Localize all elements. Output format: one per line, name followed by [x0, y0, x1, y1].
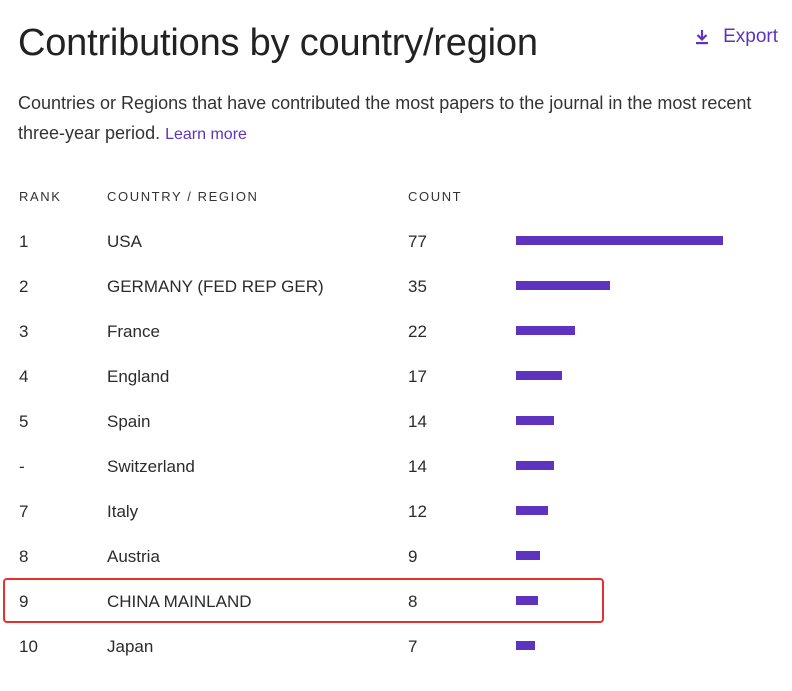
table-row: 4 England 17: [0, 354, 792, 399]
table-row: 2 GERMANY (FED REP GER) 35: [0, 264, 792, 309]
column-header-country: COUNTRY / REGION: [107, 189, 259, 204]
count-bar: [516, 596, 538, 605]
table-row: 1 USA 77: [0, 219, 792, 264]
rank-cell: 4: [19, 367, 29, 386]
table-row-highlighted: 9 CHINA MAINLAND 8: [0, 579, 792, 624]
count-cell: 35: [408, 277, 427, 296]
rank-cell: 9: [19, 592, 29, 611]
rank-cell: 8: [19, 547, 29, 566]
count-cell: 17: [408, 367, 427, 386]
country-cell: Japan: [107, 637, 154, 656]
rank-cell: 3: [19, 322, 29, 341]
table-row: 10 Japan 7: [0, 624, 792, 669]
column-header-count: COUNT: [408, 189, 463, 204]
count-cell: 8: [408, 592, 418, 611]
count-cell: 14: [408, 412, 427, 431]
description: Countries or Regions that have contribut…: [18, 88, 778, 150]
rank-cell: 1: [19, 232, 29, 251]
rank-cell: 2: [19, 277, 29, 296]
count-cell: 14: [408, 457, 427, 476]
count-bar: [516, 281, 610, 290]
page-title: Contributions by country/region: [18, 22, 538, 64]
country-cell: Italy: [107, 502, 139, 521]
country-cell: GERMANY (FED REP GER): [107, 277, 324, 296]
count-bar: [516, 326, 575, 335]
rank-cell: -: [19, 457, 25, 476]
export-button[interactable]: Export: [695, 26, 778, 48]
learn-more-link[interactable]: Learn more: [165, 126, 247, 143]
column-header-rank: RANK: [19, 189, 62, 204]
table-row: 7 Italy 12: [0, 489, 792, 534]
export-label: Export: [723, 26, 778, 47]
country-cell: France: [107, 322, 160, 341]
country-cell: Austria: [107, 547, 160, 566]
country-cell: USA: [107, 232, 142, 251]
count-bar: [516, 371, 562, 380]
count-cell: 7: [408, 637, 418, 656]
count-cell: 77: [408, 232, 427, 251]
table-row: - Switzerland 14: [0, 444, 792, 489]
rank-cell: 7: [19, 502, 29, 521]
rank-cell: 10: [19, 637, 38, 656]
count-bar: [516, 236, 723, 245]
count-bar: [516, 641, 535, 650]
country-cell: CHINA MAINLAND: [107, 592, 252, 611]
count-cell: 9: [408, 547, 418, 566]
table-row: 3 France 22: [0, 309, 792, 354]
rank-cell: 5: [19, 412, 29, 431]
count-cell: 22: [408, 322, 427, 341]
count-bar: [516, 461, 554, 470]
table-row: 8 Austria 9: [0, 534, 792, 579]
table-row: 5 Spain 14: [0, 399, 792, 444]
count-bar: [516, 551, 540, 560]
country-cell: Switzerland: [107, 457, 195, 476]
country-cell: Spain: [107, 412, 151, 431]
count-cell: 12: [408, 502, 427, 521]
download-icon: [696, 30, 709, 45]
count-bar: [516, 416, 554, 425]
country-cell: England: [107, 367, 170, 386]
count-bar: [516, 506, 548, 515]
description-text: Countries or Regions that have contribut…: [18, 93, 752, 143]
